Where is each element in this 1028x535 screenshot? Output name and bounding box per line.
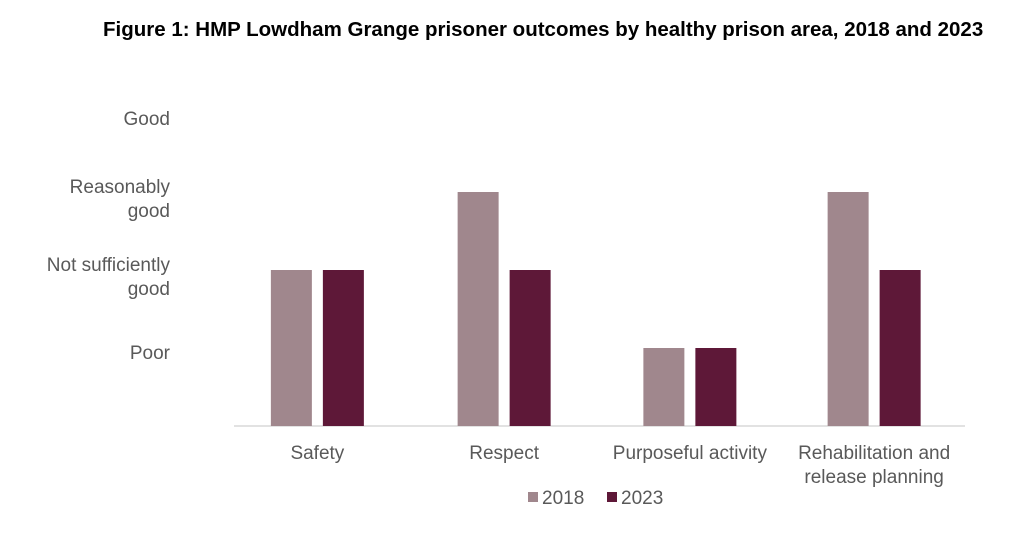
legend-label: 2018 (542, 488, 584, 509)
y-tick-label: Poor (130, 343, 171, 364)
chart-title: Figure 1: HMP Lowdham Grange prisoner ou… (103, 18, 984, 41)
x-tick-label: Safety (290, 443, 344, 464)
x-tick-label: Purposeful activity (613, 443, 768, 464)
x-tick-label: Rehabilitation and release planning (798, 443, 950, 488)
bar-2018 (457, 192, 499, 426)
bar-2023 (695, 348, 737, 426)
legend-swatch (528, 492, 538, 502)
y-tick-label: Reasonably good (70, 177, 171, 222)
bar-2018 (643, 348, 685, 426)
y-tick-label: Not sufficiently good (47, 255, 171, 300)
bar-2018 (827, 192, 869, 426)
legend-swatch (607, 492, 617, 502)
bar-2023 (322, 270, 364, 426)
bar-2018 (270, 270, 312, 426)
x-tick-label: Respect (469, 443, 539, 464)
y-tick-label: Good (124, 109, 170, 130)
bar-2023 (879, 270, 921, 426)
legend-label: 2023 (621, 488, 663, 509)
bar-2023 (509, 270, 551, 426)
